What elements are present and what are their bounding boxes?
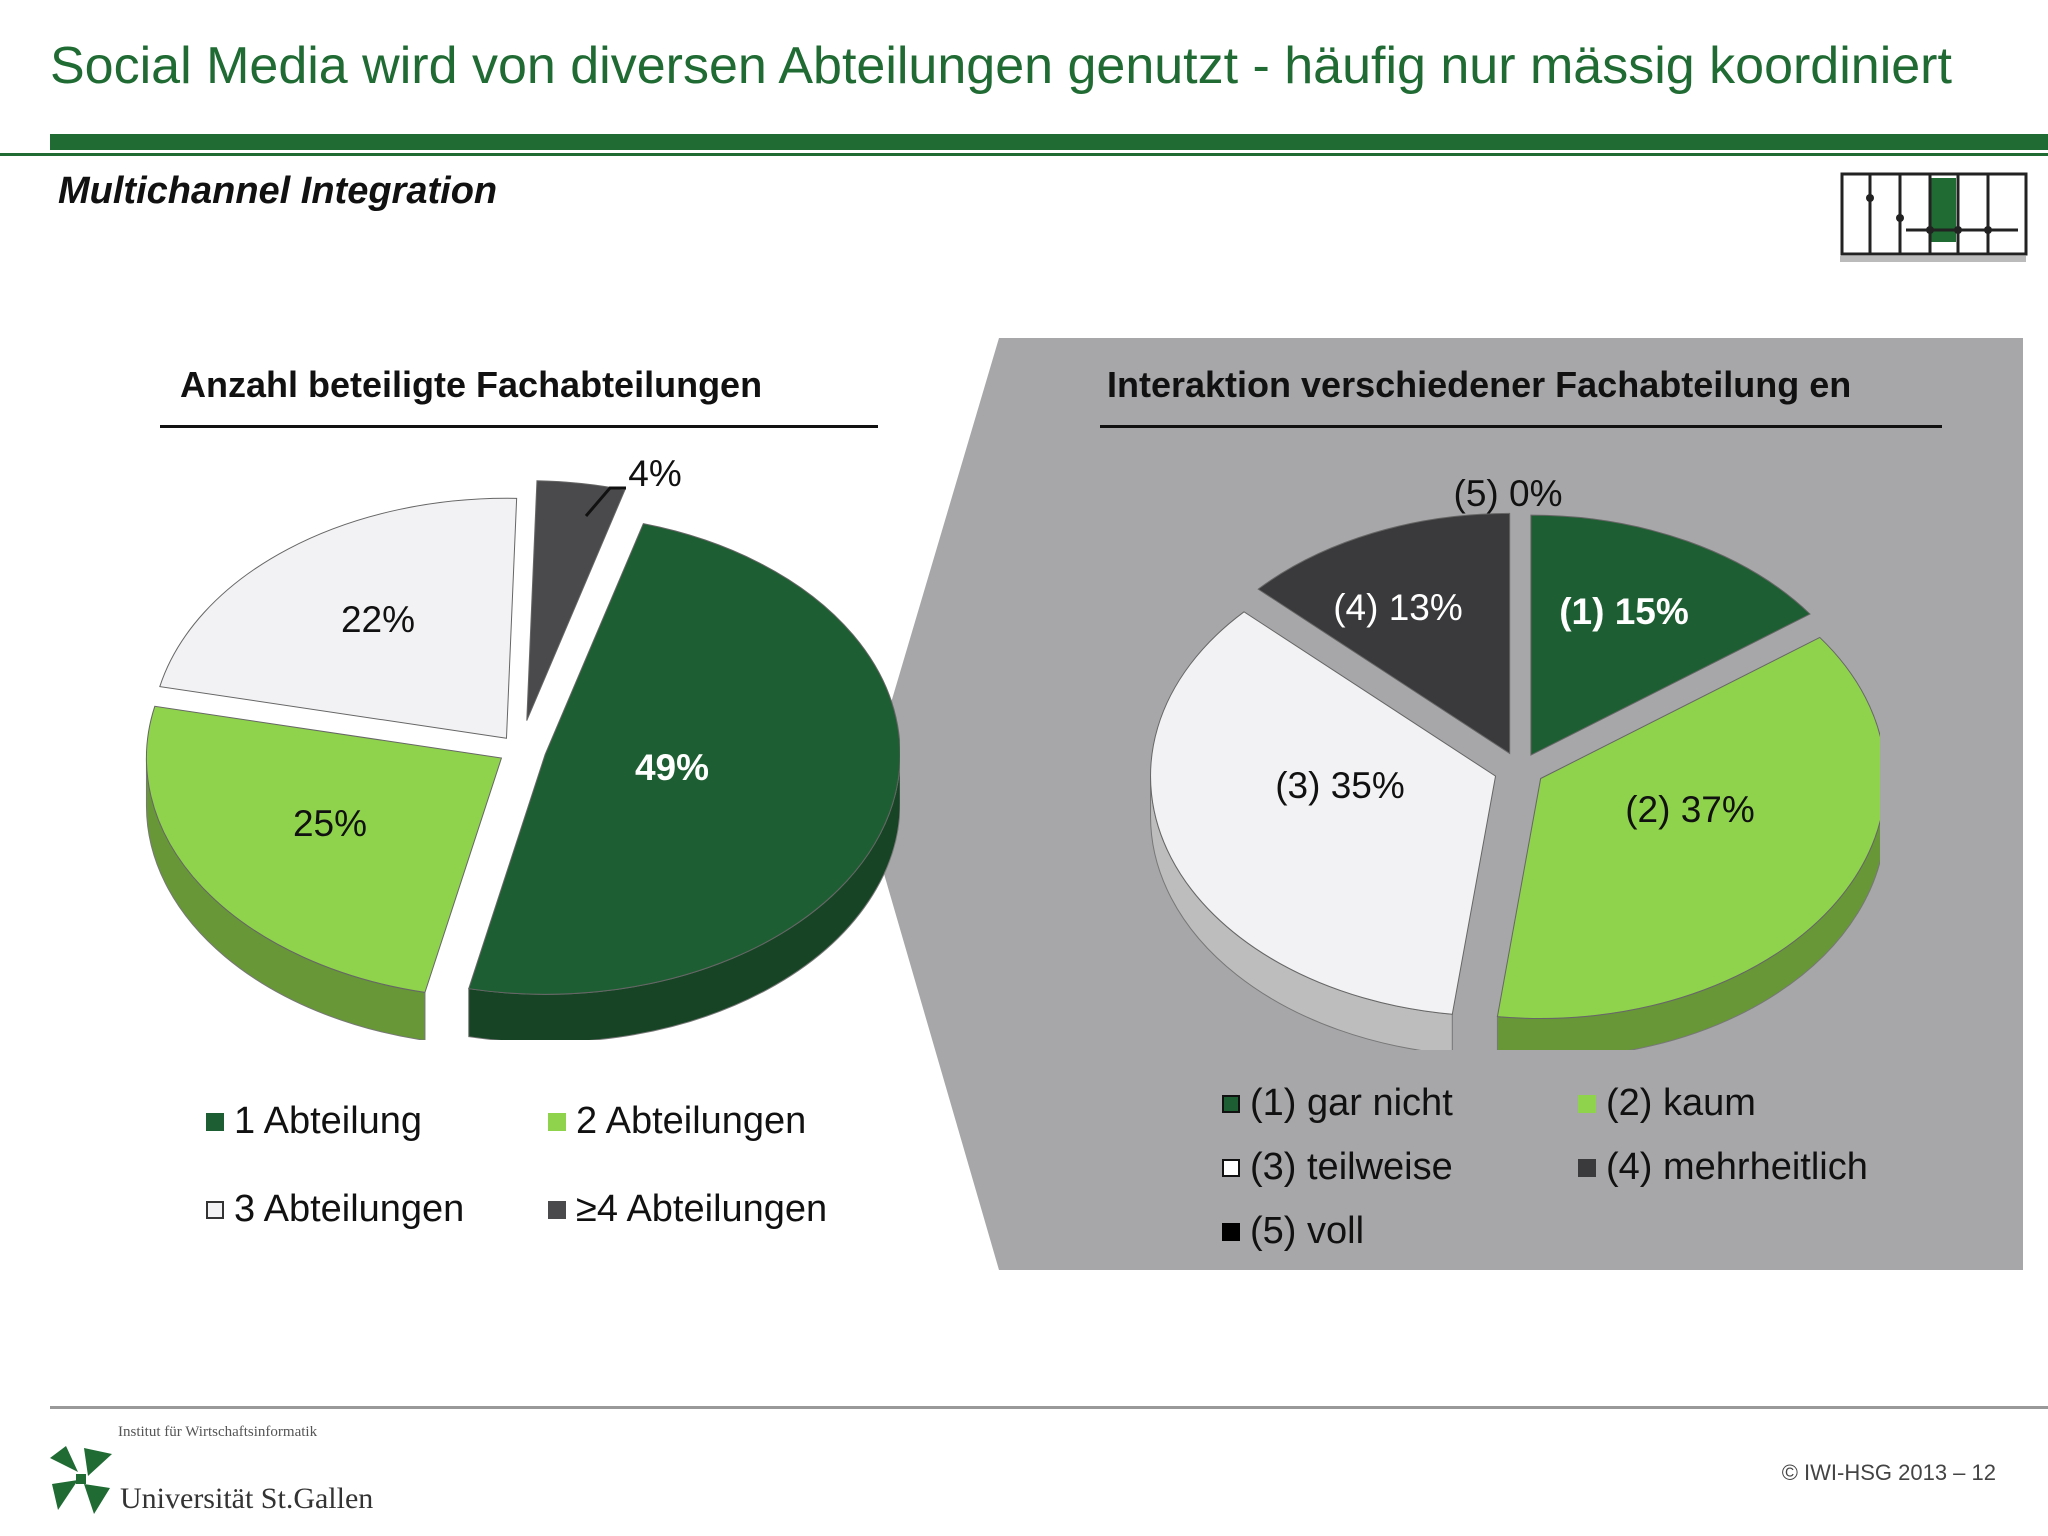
legend-label: (3) teilweise xyxy=(1250,1146,1453,1188)
pie-right-slice-2 xyxy=(1496,636,1880,1019)
legend-label: (1) gar nicht xyxy=(1250,1082,1453,1124)
legend-label: (4) mehrheitlich xyxy=(1606,1146,1868,1188)
pie-left-slice-1 xyxy=(468,523,900,995)
pie-right-label-4: (4) 13% xyxy=(1333,587,1463,628)
legend-item-right-5: (5) voll xyxy=(1222,1210,1364,1253)
pie-right-slice-1 xyxy=(1530,514,1811,756)
copyright-page-number: © IWI-HSG 2013 – 12 xyxy=(1781,1460,1996,1485)
legend-label: 1 Abteilung xyxy=(234,1100,423,1142)
slide-subtitle: Multichannel Integration xyxy=(58,170,498,212)
title-rule-thin xyxy=(0,153,2048,156)
pie-left-slice-2 xyxy=(145,705,503,993)
title-rule-thick xyxy=(50,134,2048,150)
legend-label: ≥4 Abteilungen xyxy=(576,1188,828,1230)
pie-left-label-1: 49% xyxy=(634,747,710,788)
pie-left-label-4-leader xyxy=(584,486,626,517)
pie-right-slice-4 xyxy=(1257,512,1511,755)
legend-swatch xyxy=(548,1112,566,1131)
legend-swatch xyxy=(1578,1158,1596,1177)
pie-chart-left xyxy=(145,480,900,1040)
pie-left-label-2: 25% xyxy=(292,803,368,844)
slide-title: Social Media wird von diversen Abteilung… xyxy=(50,37,1952,95)
legend-item-right-2: (2) kaum xyxy=(1578,1082,1756,1125)
legend-item-right-4: (4) mehrheitlich xyxy=(1578,1146,1868,1189)
chart-title-rule-left xyxy=(160,425,878,428)
legend-item-left-2: 2 Abteilungen xyxy=(548,1100,806,1143)
chart-title-left: Anzahl beteiligte Fachabteilungen xyxy=(180,364,763,405)
legend-swatch xyxy=(1222,1094,1240,1113)
legend-swatch xyxy=(1222,1158,1240,1177)
institute-name: Institut für Wirtschaftsinformatik xyxy=(118,1424,318,1440)
legend-label: (5) voll xyxy=(1250,1210,1365,1252)
legend-item-right-1: (1) gar nicht xyxy=(1222,1082,1453,1125)
pie-right-label-3: (3) 35% xyxy=(1275,765,1405,806)
footer-rule xyxy=(50,1406,2048,1409)
process-navigation-icon xyxy=(1840,172,2028,262)
legend-swatch xyxy=(1222,1222,1240,1241)
legend-swatch xyxy=(206,1200,224,1219)
legend-swatch xyxy=(206,1112,224,1131)
chart-title-rule-right xyxy=(1100,425,1942,428)
pie-right-label-2: (2) 37% xyxy=(1625,789,1755,830)
legend-item-left-1: 1 Abteilung xyxy=(206,1100,422,1143)
legend-item-right-3: (3) teilweise xyxy=(1222,1146,1453,1189)
pie-left-slice-4 xyxy=(526,480,626,721)
legend-swatch xyxy=(548,1200,566,1219)
legend-item-left-4: ≥4 Abteilungen xyxy=(548,1188,827,1231)
pie-right-label-1: (1) 15% xyxy=(1559,591,1689,632)
pie-chart-right xyxy=(1150,512,1880,1050)
legend-label: 2 Abteilungen xyxy=(576,1100,807,1142)
chart-title-right: Interaktion verschiedener Fachabteilung … xyxy=(1107,364,1852,405)
legend-swatch xyxy=(1578,1094,1596,1113)
legend-label: (2) kaum xyxy=(1606,1082,1756,1124)
university-logo-icon xyxy=(50,1446,112,1514)
pie-left-slice-3 xyxy=(159,497,518,739)
legend-item-left-3: 3 Abteilungen xyxy=(206,1188,464,1231)
pie-left-label-4: 4% xyxy=(628,453,682,494)
legend-label: 3 Abteilungen xyxy=(234,1188,465,1230)
pie-left-label-3: 22% xyxy=(340,599,416,640)
university-name: Universität St.Gallen xyxy=(120,1482,374,1515)
pie-right-slice-3 xyxy=(1150,611,1497,1015)
pie-right-label-5: (5) 0% xyxy=(1453,473,1563,514)
